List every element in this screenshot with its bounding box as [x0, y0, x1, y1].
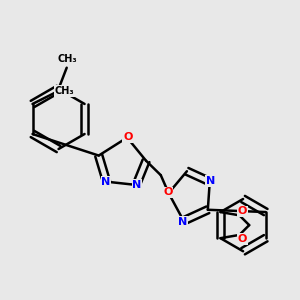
Text: N: N: [206, 176, 215, 186]
Text: N: N: [132, 180, 142, 190]
Text: N: N: [178, 217, 188, 226]
Text: O: O: [238, 234, 247, 244]
Text: O: O: [238, 206, 247, 216]
Text: O: O: [163, 188, 173, 197]
Text: O: O: [123, 132, 133, 142]
Text: CH₃: CH₃: [58, 53, 77, 64]
Text: CH₃: CH₃: [55, 86, 74, 96]
Text: N: N: [101, 177, 110, 187]
